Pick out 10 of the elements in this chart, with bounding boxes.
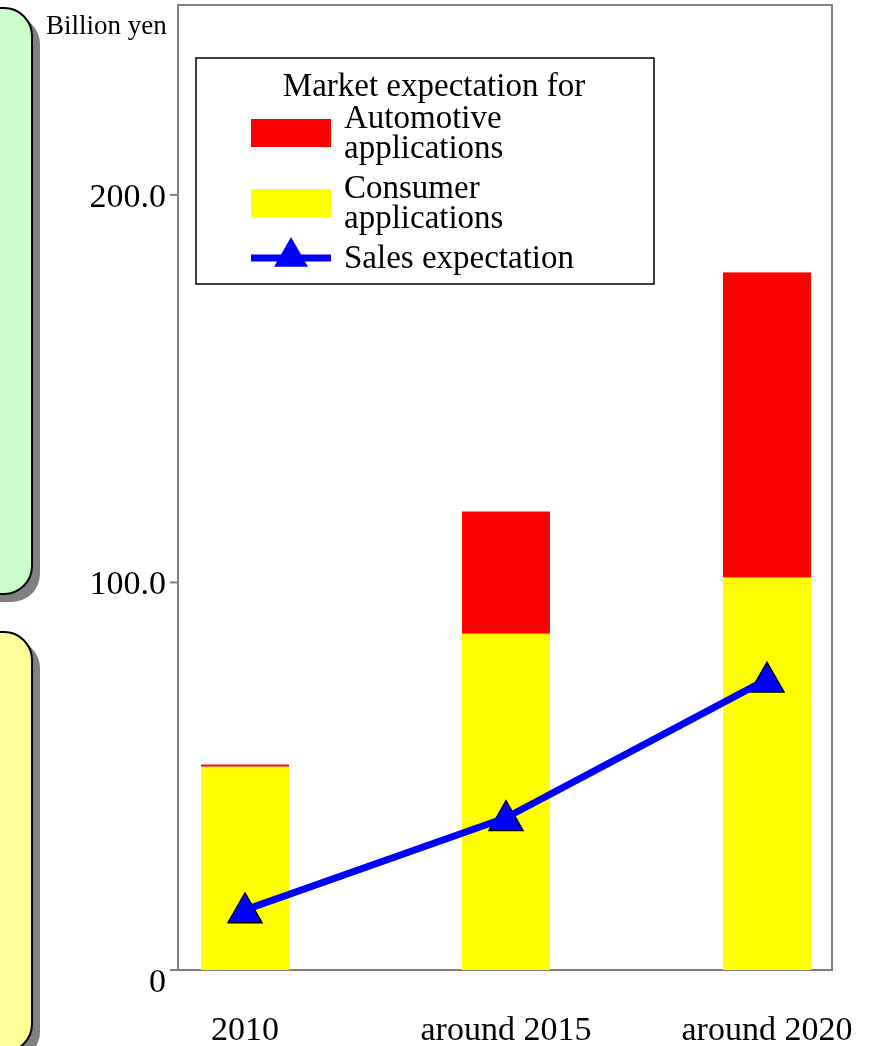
- y-axis-title: Billion yen: [46, 10, 168, 40]
- y-tick-label: 200.0: [89, 176, 166, 214]
- y-tick-label: 100.0: [89, 564, 166, 602]
- x-tick-label: around 2015: [420, 1010, 592, 1046]
- legend-title: Market expectation for: [282, 67, 586, 103]
- legend-label: Consumer applications: [344, 169, 504, 235]
- x-tick-label: 2010: [211, 1010, 279, 1046]
- legend-label: Sales expectation: [344, 239, 575, 275]
- y-tick-label: 0: [149, 962, 166, 999]
- x-tick-label: around 2020: [681, 1010, 853, 1046]
